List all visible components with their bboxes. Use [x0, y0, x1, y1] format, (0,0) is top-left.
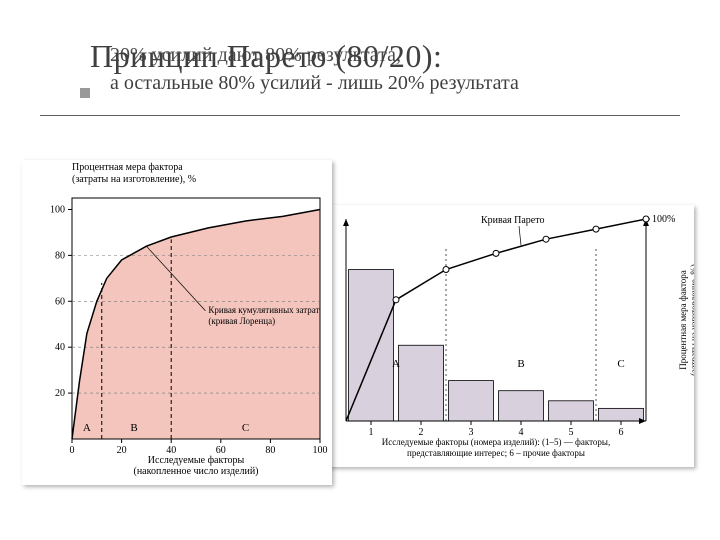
subtitle-line2: а остальные 80% усилий - лишь 20% резуль… [110, 72, 519, 95]
svg-text:100%: 100% [652, 214, 675, 225]
svg-text:1: 1 [369, 427, 374, 438]
svg-text:6: 6 [619, 427, 624, 438]
svg-text:Кривая кумулятивных затрат: Кривая кумулятивных затрат [208, 305, 319, 315]
right-chart-svg: Количественная мера фактора(затраты на и… [298, 205, 694, 467]
svg-text:A: A [83, 422, 91, 434]
svg-text:представляющие интерес; 6 – пр: представляющие интерес; 6 – прочие факто… [407, 448, 585, 458]
svg-text:Процентная мера фактора: Процентная мера фактора [72, 162, 183, 173]
svg-text:100: 100 [313, 445, 328, 456]
svg-text:(затраты на изготовление), %: (затраты на изготовление), % [72, 174, 196, 185]
svg-text:0: 0 [70, 445, 75, 456]
svg-text:A: A [392, 358, 400, 370]
svg-text:Кривая Парето: Кривая Парето [481, 215, 545, 226]
slide: 20% усилий дают 80% результата, Принцип … [0, 0, 720, 540]
left-chart: Процентная мера фактора(затраты на изгот… [22, 160, 332, 485]
svg-text:B: B [130, 422, 137, 434]
svg-text:(накопленное число изделий): (накопленное число изделий) [134, 466, 259, 477]
divider [40, 115, 680, 116]
page-title: Принцип Парето (80/20): [90, 38, 442, 75]
svg-text:Процентная мера фактора: Процентная мера фактора [678, 270, 688, 370]
right-chart: Количественная мера фактора(затраты на и… [298, 205, 694, 467]
svg-text:(затраты на изготовление, %): (затраты на изготовление, %) [689, 264, 694, 376]
svg-text:(кривая Лоренца): (кривая Лоренца) [208, 316, 275, 326]
svg-text:40: 40 [55, 342, 65, 353]
svg-text:60: 60 [55, 296, 65, 307]
bullet-icon [80, 88, 90, 98]
left-chart-svg: Процентная мера фактора(затраты на изгот… [22, 160, 332, 485]
svg-text:C: C [617, 358, 624, 370]
svg-text:B: B [517, 358, 524, 370]
title-area: 20% усилий дают 80% результата, Принцип … [50, 38, 670, 118]
svg-text:Исследуемые факторы: Исследуемые факторы [148, 455, 245, 466]
svg-text:100: 100 [50, 204, 65, 215]
svg-text:Исследуемые факторы (номера из: Исследуемые факторы (номера изделий): (1… [382, 437, 610, 447]
svg-text:80: 80 [55, 250, 65, 261]
svg-text:20: 20 [55, 388, 65, 399]
svg-text:80: 80 [265, 445, 275, 456]
svg-text:C: C [242, 422, 249, 434]
svg-text:20: 20 [117, 445, 127, 456]
